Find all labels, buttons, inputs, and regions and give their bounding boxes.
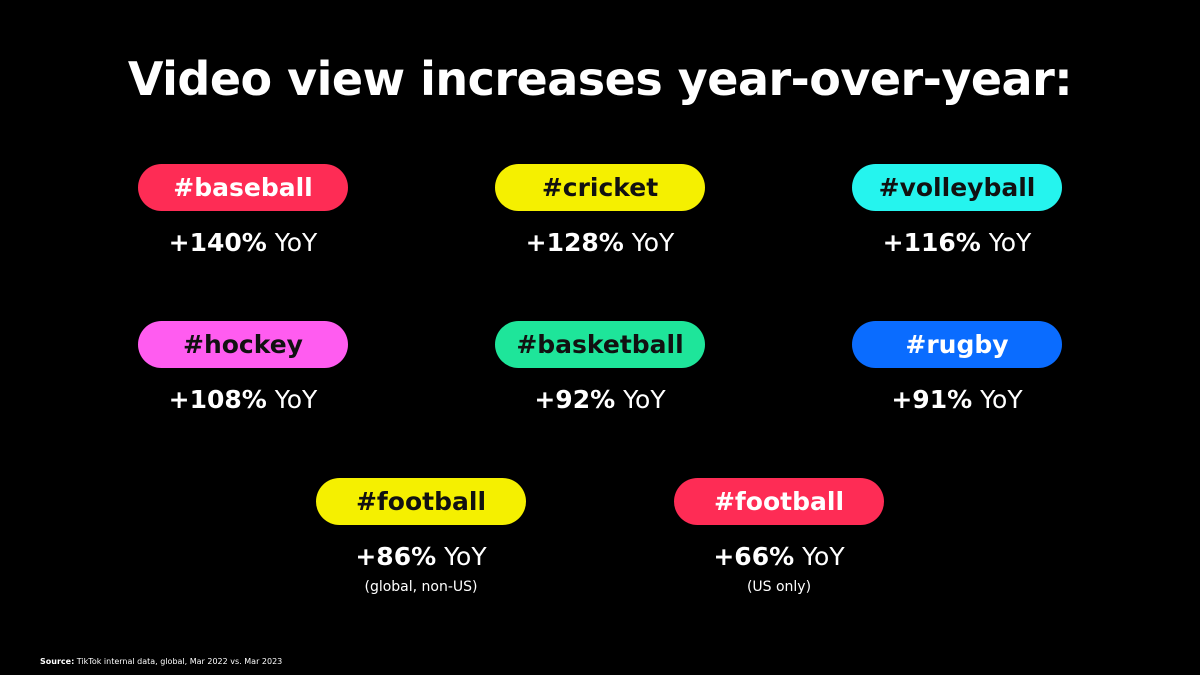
yoy-stat: +66% YoY: [669, 542, 889, 572]
hashtag-pill: #cricket: [495, 164, 705, 211]
yoy-suffix: YoY: [266, 385, 318, 414]
hashtag-card-basketball: #basketball +92% YoY: [490, 321, 710, 415]
hashtag-pill: #hockey: [138, 321, 348, 368]
hashtag-card-volleyball: #volleyball +116% YoY: [847, 164, 1067, 258]
yoy-stat: +140% YoY: [133, 228, 353, 258]
hashtag-card-football-us: #football +66% YoY (US only): [669, 478, 889, 596]
region-note: (US only): [746, 579, 812, 595]
hashtag-pill: #volleyball: [852, 164, 1062, 211]
yoy-stat: +108% YoY: [133, 385, 353, 415]
yoy-percent: +86%: [355, 542, 437, 571]
yoy-suffix: YoY: [972, 385, 1023, 414]
yoy-stat: +91% YoY: [847, 385, 1067, 415]
region-note: (global, non-US): [364, 579, 478, 595]
slide-title: Video view increases year-over-year:: [127, 52, 1073, 106]
yoy-percent: +92%: [534, 385, 616, 414]
hashtag-card-baseball: #baseball +140% YoY: [133, 164, 353, 258]
hashtag-pill: #basketball: [495, 321, 705, 368]
source-label: Source:: [40, 657, 75, 666]
yoy-suffix: YoY: [615, 385, 666, 414]
hashtag-card-rugby: #rugby +91% YoY: [847, 321, 1067, 415]
yoy-stat: +128% YoY: [490, 228, 710, 258]
hashtag-pill: #football: [674, 478, 884, 525]
hashtag-card-hockey: #hockey +108% YoY: [133, 321, 353, 415]
yoy-suffix: YoY: [794, 542, 845, 571]
yoy-suffix: YoY: [266, 228, 318, 257]
yoy-percent: +128%: [525, 228, 624, 257]
yoy-percent: +116%: [882, 228, 981, 257]
hashtag-card-cricket: #cricket +128% YoY: [490, 164, 710, 258]
source-text: TikTok internal data, global, Mar 2022 v…: [74, 657, 283, 666]
yoy-percent: +91%: [891, 385, 973, 414]
yoy-suffix: YoY: [980, 228, 1032, 257]
yoy-stat: +116% YoY: [847, 228, 1067, 258]
yoy-suffix: YoY: [436, 542, 487, 571]
hashtag-pill: #baseball: [138, 164, 348, 211]
source-footnote: Source: TikTok internal data, global, Ma…: [40, 657, 282, 667]
yoy-percent: +108%: [168, 385, 267, 414]
yoy-percent: +140%: [168, 228, 267, 257]
hashtag-pill: #football: [316, 478, 526, 525]
yoy-stat: +86% YoY: [311, 542, 531, 572]
yoy-percent: +66%: [713, 542, 795, 571]
yoy-suffix: YoY: [623, 228, 675, 257]
hashtag-card-football-global: #football +86% YoY (global, non-US): [311, 478, 531, 596]
hashtag-pill: #rugby: [852, 321, 1062, 368]
yoy-stat: +92% YoY: [490, 385, 710, 415]
